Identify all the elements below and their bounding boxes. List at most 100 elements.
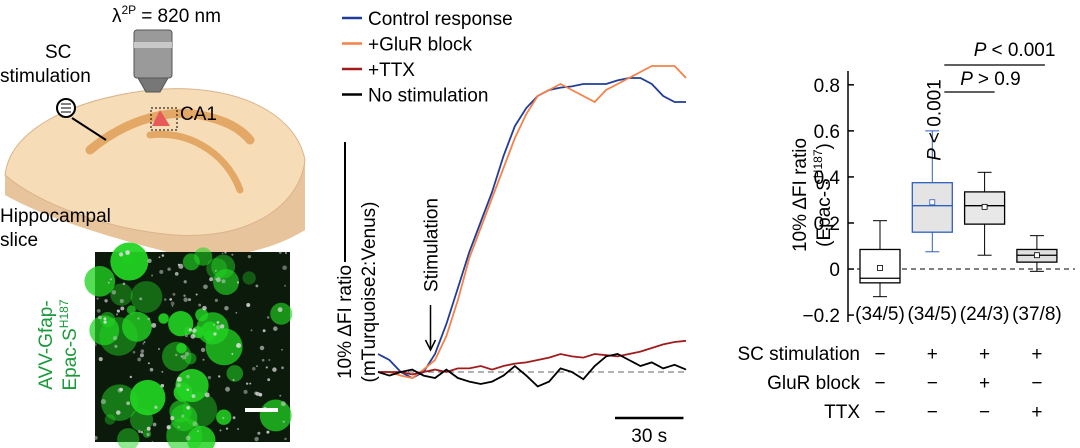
speckle	[137, 430, 141, 433]
speckle	[247, 255, 252, 259]
speckle	[157, 348, 160, 350]
cell	[242, 271, 256, 285]
speckle	[176, 382, 181, 388]
speckle	[188, 328, 192, 332]
speckle	[116, 309, 120, 313]
mean	[929, 199, 936, 206]
p-symbol: P	[960, 69, 973, 90]
speckle	[125, 250, 130, 255]
speckle	[93, 342, 97, 347]
annotation: Stimulation	[422, 198, 443, 292]
speckle	[209, 277, 214, 282]
condition-mark: −	[927, 402, 938, 423]
speckle	[109, 278, 112, 281]
speckle	[151, 440, 154, 443]
legend-label: +TTX	[368, 60, 415, 81]
coil-lines	[61, 103, 71, 113]
speckle	[96, 308, 101, 313]
cell	[213, 269, 239, 295]
speckle	[146, 432, 150, 437]
speckle	[284, 284, 287, 287]
speckle	[214, 278, 217, 280]
roi-box	[150, 107, 178, 131]
cell	[187, 425, 216, 448]
trace	[377, 353, 687, 388]
speckle	[161, 254, 165, 257]
speckle	[104, 299, 108, 303]
objective-tip	[137, 77, 169, 93]
speckle	[149, 367, 154, 372]
legend-label: No stimulation	[368, 86, 488, 107]
speckle	[186, 405, 191, 410]
speckle	[158, 256, 161, 259]
speckle	[103, 317, 107, 321]
speckle	[273, 326, 278, 331]
speckle	[132, 350, 136, 354]
speckle	[220, 324, 225, 329]
cell	[270, 302, 293, 325]
condition-mark: −	[1031, 373, 1042, 394]
y-tick-label: −0.2	[802, 306, 840, 327]
y-axis-label: 10% ΔFI ratio	[790, 138, 811, 252]
speckle	[151, 274, 154, 277]
speckle	[257, 431, 261, 435]
mean	[981, 203, 988, 210]
cell	[168, 311, 194, 337]
speckle	[167, 267, 171, 271]
speckle	[246, 303, 251, 308]
ca-band	[85, 108, 255, 155]
mean	[877, 264, 883, 271]
speckle	[265, 366, 268, 369]
cell	[142, 429, 152, 438]
speckle	[119, 299, 124, 304]
speckle	[266, 316, 270, 319]
legend-label: Control response	[368, 9, 513, 30]
condition-label: GluR block	[767, 373, 860, 394]
cell	[216, 409, 232, 425]
speckle	[221, 252, 224, 255]
speckle	[280, 401, 286, 407]
stim-label: stimulation	[0, 66, 91, 87]
speckle	[215, 277, 221, 283]
speckle	[114, 344, 118, 348]
speckle	[164, 298, 167, 301]
slice-label: Hippocampal	[0, 206, 111, 227]
wavelength-label: λ2P = 820 nm	[112, 3, 221, 27]
image-label: AVV-Gfap-	[36, 300, 57, 389]
speckle	[186, 374, 190, 379]
cell	[122, 253, 134, 265]
neuron	[152, 110, 170, 126]
cell	[158, 313, 169, 324]
image-label-text: Epac-S	[60, 328, 81, 390]
n-label: (37/8)	[1012, 304, 1062, 325]
cell	[104, 414, 116, 425]
y-tick-label: 0	[829, 260, 840, 281]
condition-mark: +	[979, 373, 990, 394]
speckle	[249, 382, 252, 385]
speckle	[245, 382, 249, 385]
image-label-sup: H187	[57, 299, 71, 328]
speckle	[261, 358, 265, 362]
y-axis-label-text: (Epac-S	[814, 178, 835, 247]
speckle	[218, 375, 221, 378]
speckle	[126, 401, 130, 406]
speckle	[214, 298, 218, 302]
objective-band	[134, 42, 172, 48]
scale-bar-label: 10% ΔFI ratio	[335, 265, 356, 379]
speckle	[207, 375, 212, 380]
slice-label: slice	[0, 230, 38, 251]
condition-label: SC stimulation	[738, 344, 861, 365]
speckle	[185, 435, 191, 441]
speckle	[137, 317, 140, 320]
legend-label: +GluR block	[368, 35, 473, 56]
speckle	[236, 281, 239, 284]
cell	[182, 253, 200, 271]
p-text: > 0.9	[978, 69, 1021, 90]
cell	[110, 283, 133, 306]
speckle	[112, 335, 118, 341]
lambda-sup: 2P	[122, 3, 137, 17]
trace	[378, 339, 687, 376]
speckle	[262, 329, 266, 333]
condition-mark: +	[1031, 344, 1042, 365]
dg-band	[146, 130, 244, 194]
